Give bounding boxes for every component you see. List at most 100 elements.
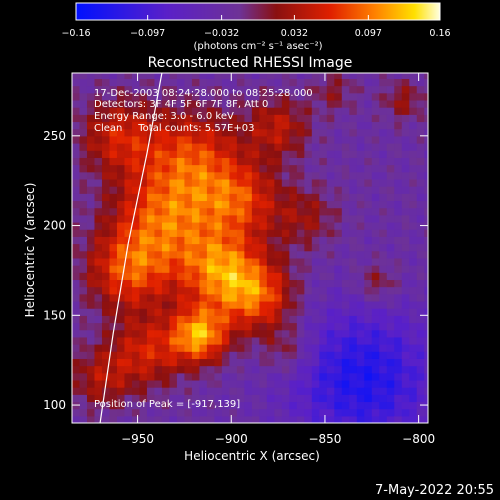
- heatmap-cell: [214, 114, 223, 123]
- heatmap-cell: [266, 178, 275, 187]
- heatmap-cell: [184, 293, 193, 302]
- heatmap-cell: [416, 415, 425, 423]
- heatmap-cell: [371, 279, 380, 288]
- heatmap-cell: [154, 293, 163, 302]
- heatmap-cell: [296, 135, 305, 144]
- heatmap-cell: [199, 73, 208, 79]
- heatmap-cell: [154, 315, 163, 324]
- heatmap-cell: [356, 401, 365, 410]
- heatmap-cell: [86, 221, 96, 230]
- heatmap-cell: [229, 107, 238, 115]
- heatmap-cell: [266, 193, 275, 202]
- heatmap-cell: [154, 243, 163, 252]
- heatmap-cell: [266, 279, 275, 288]
- y-axis-label: Heliocentric Y (arcsec): [23, 183, 37, 318]
- heatmap-cell: [236, 365, 245, 374]
- heatmap-cell: [94, 135, 103, 144]
- heatmap-cell: [319, 351, 328, 359]
- heatmap-cell: [341, 315, 350, 324]
- heatmap-cell: [416, 286, 425, 295]
- heatmap-cell: [131, 193, 141, 202]
- heatmap-cell: [161, 394, 171, 403]
- heatmap-cell: [326, 200, 335, 209]
- heatmap-cell: [281, 214, 290, 223]
- heatmap-cell: [131, 257, 141, 266]
- heatmap-cell: [236, 286, 245, 295]
- heatmap-cell: [86, 78, 96, 87]
- heatmap-cell: [379, 379, 388, 388]
- heatmap-cell: [334, 73, 343, 79]
- heatmap-cell: [184, 336, 193, 345]
- heatmap-cell: [364, 300, 373, 309]
- heatmap-cell: [379, 279, 388, 288]
- heatmap-cell: [86, 207, 96, 216]
- heatmap-cell: [94, 387, 103, 395]
- heatmap-cell: [311, 150, 320, 158]
- heatmap-cell: [296, 164, 305, 173]
- heatmap-cell: [161, 293, 171, 302]
- heatmap-cell: [296, 279, 305, 288]
- heatmap-cell: [364, 243, 373, 252]
- heatmap-cell: [386, 214, 395, 223]
- heatmap-cell: [379, 193, 388, 202]
- heatmap-cell: [424, 358, 428, 367]
- heatmap-cell: [401, 221, 410, 230]
- heatmap-cell: [424, 344, 428, 352]
- heatmap-cell: [424, 379, 428, 388]
- heatmap-cell: [72, 365, 81, 374]
- heatmap-cell: [109, 358, 118, 367]
- heatmap-cell: [109, 178, 118, 187]
- heatmap-cell: [161, 221, 171, 230]
- heatmap-cell: [266, 408, 275, 417]
- heatmap-cell: [266, 171, 275, 180]
- heatmap-cell: [319, 265, 328, 273]
- heatmap-cell: [206, 85, 215, 94]
- heatmap-cell: [311, 171, 320, 180]
- heatmap-cell: [161, 286, 171, 295]
- heatmap-cell: [281, 322, 290, 331]
- heatmap-cell: [424, 308, 428, 316]
- heatmap-cell: [199, 415, 208, 423]
- heatmap-cell: [251, 308, 260, 316]
- heatmap-cell: [79, 358, 88, 367]
- heatmap-cell: [206, 186, 215, 194]
- heatmap-cell: [334, 257, 343, 266]
- heatmap-cell: [251, 107, 260, 115]
- heatmap-cell: [146, 114, 156, 123]
- heatmap-cell: [341, 279, 350, 288]
- heatmap-cell: [109, 272, 118, 281]
- heatmap-cell: [371, 107, 380, 115]
- heatmap-cell: [161, 358, 171, 367]
- heatmap-cell: [214, 279, 223, 288]
- heatmap-cell: [131, 272, 141, 281]
- heatmap-cell: [86, 85, 96, 94]
- heatmap-cell: [79, 308, 88, 316]
- heatmap-cell: [319, 401, 328, 410]
- heatmap-cell: [221, 408, 230, 417]
- heatmap-cell: [124, 207, 133, 216]
- heatmap-cell: [334, 322, 343, 331]
- heatmap-cell: [124, 308, 133, 316]
- heatmap-cell: [356, 329, 365, 338]
- heatmap-cell: [416, 78, 425, 87]
- heatmap-cell: [304, 279, 313, 288]
- heatmap-cell: [296, 387, 305, 395]
- heatmap-cell: [199, 286, 208, 295]
- heatmap-cell: [184, 78, 193, 87]
- heatmap-cell: [124, 99, 133, 108]
- heatmap-cell: [124, 351, 133, 359]
- heatmap-cell: [72, 243, 81, 252]
- heatmap-cell: [304, 358, 313, 367]
- heatmap-cell: [334, 387, 343, 395]
- heatmap-cell: [266, 300, 275, 309]
- heatmap-cell: [371, 193, 380, 202]
- heatmap-cell: [371, 401, 380, 410]
- heatmap-cell: [334, 157, 343, 166]
- heatmap-cell: [259, 243, 268, 252]
- y-tick-label: 150: [43, 308, 66, 322]
- heatmap-cell: [244, 315, 253, 324]
- heatmap-cell: [319, 150, 328, 158]
- heatmap-cell: [221, 171, 230, 180]
- heatmap-cell: [266, 336, 275, 345]
- colorbar-tick-label: 0.097: [355, 28, 382, 39]
